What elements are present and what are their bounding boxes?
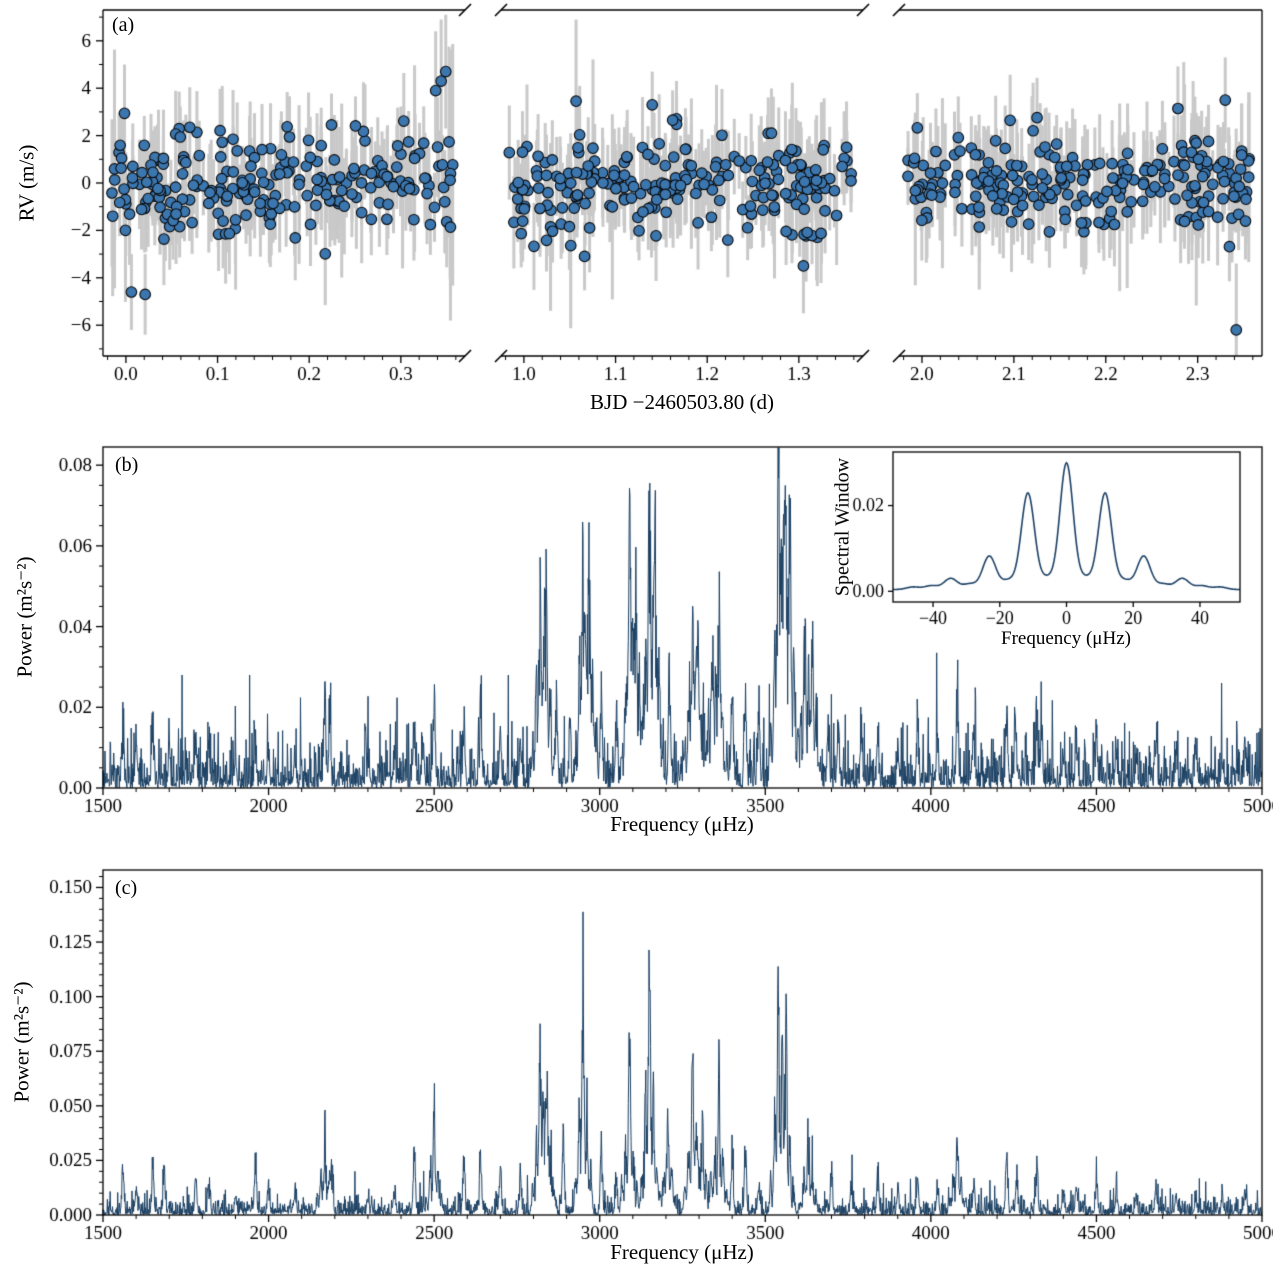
panel-c-y-axis-label: Power (m²s⁻²) (9, 981, 34, 1103)
panel-b-label: (b) (115, 454, 139, 476)
panel-a-label: (a) (112, 14, 135, 36)
panel-c-x-axis-label: Frequency (μHz) (610, 1240, 754, 1264)
panel-a-x-axis-label: BJD −2460503.80 (d) (590, 390, 774, 414)
inset-y-axis-label: Spectral Window (831, 457, 854, 597)
panel-c-label: (c) (115, 877, 138, 899)
panel-b-x-axis-label: Frequency (μHz) (610, 812, 754, 836)
panel-a-y-axis-label: RV (m/s) (14, 144, 39, 222)
inset-x-axis-label: Frequency (μHz) (1001, 628, 1131, 649)
panel-b-y-axis-label: Power (m²s⁻²) (12, 556, 37, 678)
